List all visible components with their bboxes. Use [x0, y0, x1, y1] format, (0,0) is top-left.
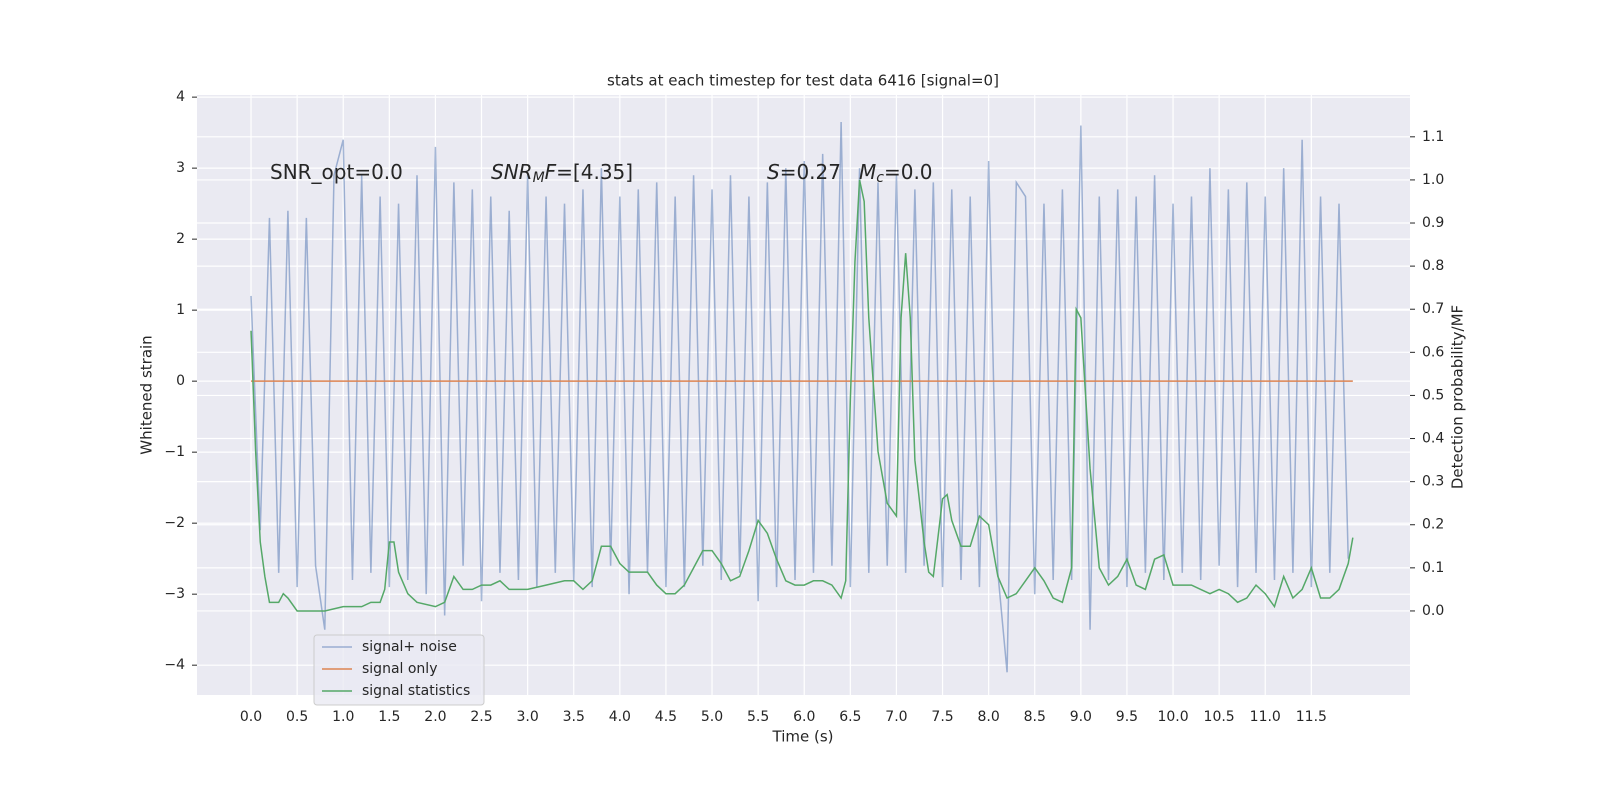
x-tick-label: 6.5 [839, 709, 861, 725]
x-tick-label: 11.0 [1250, 709, 1281, 725]
y-tick-label: −3 [164, 586, 185, 602]
annotation-part: SNR [491, 160, 533, 184]
y2-tick-label: 0.0 [1422, 603, 1444, 619]
x-tick-label: 9.0 [1070, 709, 1092, 725]
annotation-part: M [859, 160, 876, 184]
series-line [250, 121, 1349, 673]
x-tick-label: 2.0 [424, 709, 446, 725]
x-tick-label: 4.0 [609, 709, 631, 725]
y-axis-label: Whitened strain [138, 335, 156, 454]
x-axis-label: Time (s) [772, 728, 834, 746]
x-tick-label: 5.0 [701, 709, 723, 725]
annotation-part: SNR_opt=0.0 [270, 160, 403, 184]
annotation: SNRMF=[4.35] [491, 160, 633, 187]
annotation-part: =0.0 [884, 160, 933, 184]
x-tick-label: 7.5 [931, 709, 953, 725]
y-tick-label: 2 [176, 231, 185, 247]
x-tick-label: 8.5 [1024, 709, 1046, 725]
y2-tick-label: 0.5 [1422, 387, 1444, 403]
y2-tick-label: 1.1 [1422, 129, 1444, 145]
annotation-part: M [533, 170, 545, 186]
y2-tick-label: 0.9 [1422, 215, 1444, 231]
annotation: SNR_opt=0.0 [270, 160, 403, 184]
x-tick-label: 1.0 [332, 709, 354, 725]
y2-tick-label: 0.4 [1422, 431, 1444, 447]
annotation: S=0.27 [767, 160, 841, 184]
x-tick-label: 10.0 [1157, 709, 1188, 725]
annotation-part: c [876, 170, 884, 186]
y-tick-label: −4 [164, 657, 185, 673]
x-tick-label: 7.0 [885, 709, 907, 725]
y2-tick-label: 0.7 [1422, 301, 1444, 317]
annotation-part: S [767, 160, 780, 184]
x-tick-label: 11.5 [1296, 709, 1327, 725]
annotation-part: F [545, 160, 557, 184]
x-tick-label: 3.5 [563, 709, 585, 725]
y-tick-label: −2 [164, 515, 185, 531]
series-line [250, 179, 1354, 612]
legend-label: signal+ noise [362, 639, 457, 655]
legend: signal+ noise signal only signal statistic… [313, 634, 485, 706]
y2-tick-label: 0.2 [1422, 517, 1444, 533]
legend-box [313, 634, 485, 706]
y-tick-label: −1 [164, 444, 185, 460]
x-tick-label: 9.5 [1116, 709, 1138, 725]
x-tick-label: 3.0 [517, 709, 539, 725]
legend-label: signal only [362, 661, 437, 677]
y2-tick-label: 0.3 [1422, 474, 1444, 490]
x-tick-label: 2.5 [470, 709, 492, 725]
y-tick-label: 3 [176, 160, 185, 176]
x-tick-label: 0.5 [286, 709, 308, 725]
legend-label: signal statistics [362, 683, 470, 699]
x-tick-label: 0.0 [240, 709, 262, 725]
y-tick-label: 1 [176, 302, 185, 318]
x-tick-label: 4.5 [655, 709, 677, 725]
y2-tick-label: 0.6 [1422, 344, 1444, 360]
annotation: Mc=0.0 [859, 160, 933, 187]
x-tick-label: 8.0 [978, 709, 1000, 725]
x-tick-label: 1.5 [378, 709, 400, 725]
x-tick-label: 5.5 [747, 709, 769, 725]
annotation-part: =0.27 [780, 160, 841, 184]
y2-axis-label: Detection probability/MF [1449, 305, 1467, 489]
y2-tick-label: 1.0 [1422, 172, 1444, 188]
x-tick-label: 10.5 [1204, 709, 1235, 725]
chart-title: stats at each timestep for test data 641… [607, 72, 999, 90]
y-tick-label: 0 [176, 373, 185, 389]
x-tick-label: 6.0 [793, 709, 815, 725]
y2-tick-label: 0.1 [1422, 560, 1444, 576]
y-tick-label: 4 [176, 89, 185, 105]
y2-tick-label: 0.8 [1422, 258, 1444, 274]
annotation-part: =[4.35] [556, 160, 633, 184]
